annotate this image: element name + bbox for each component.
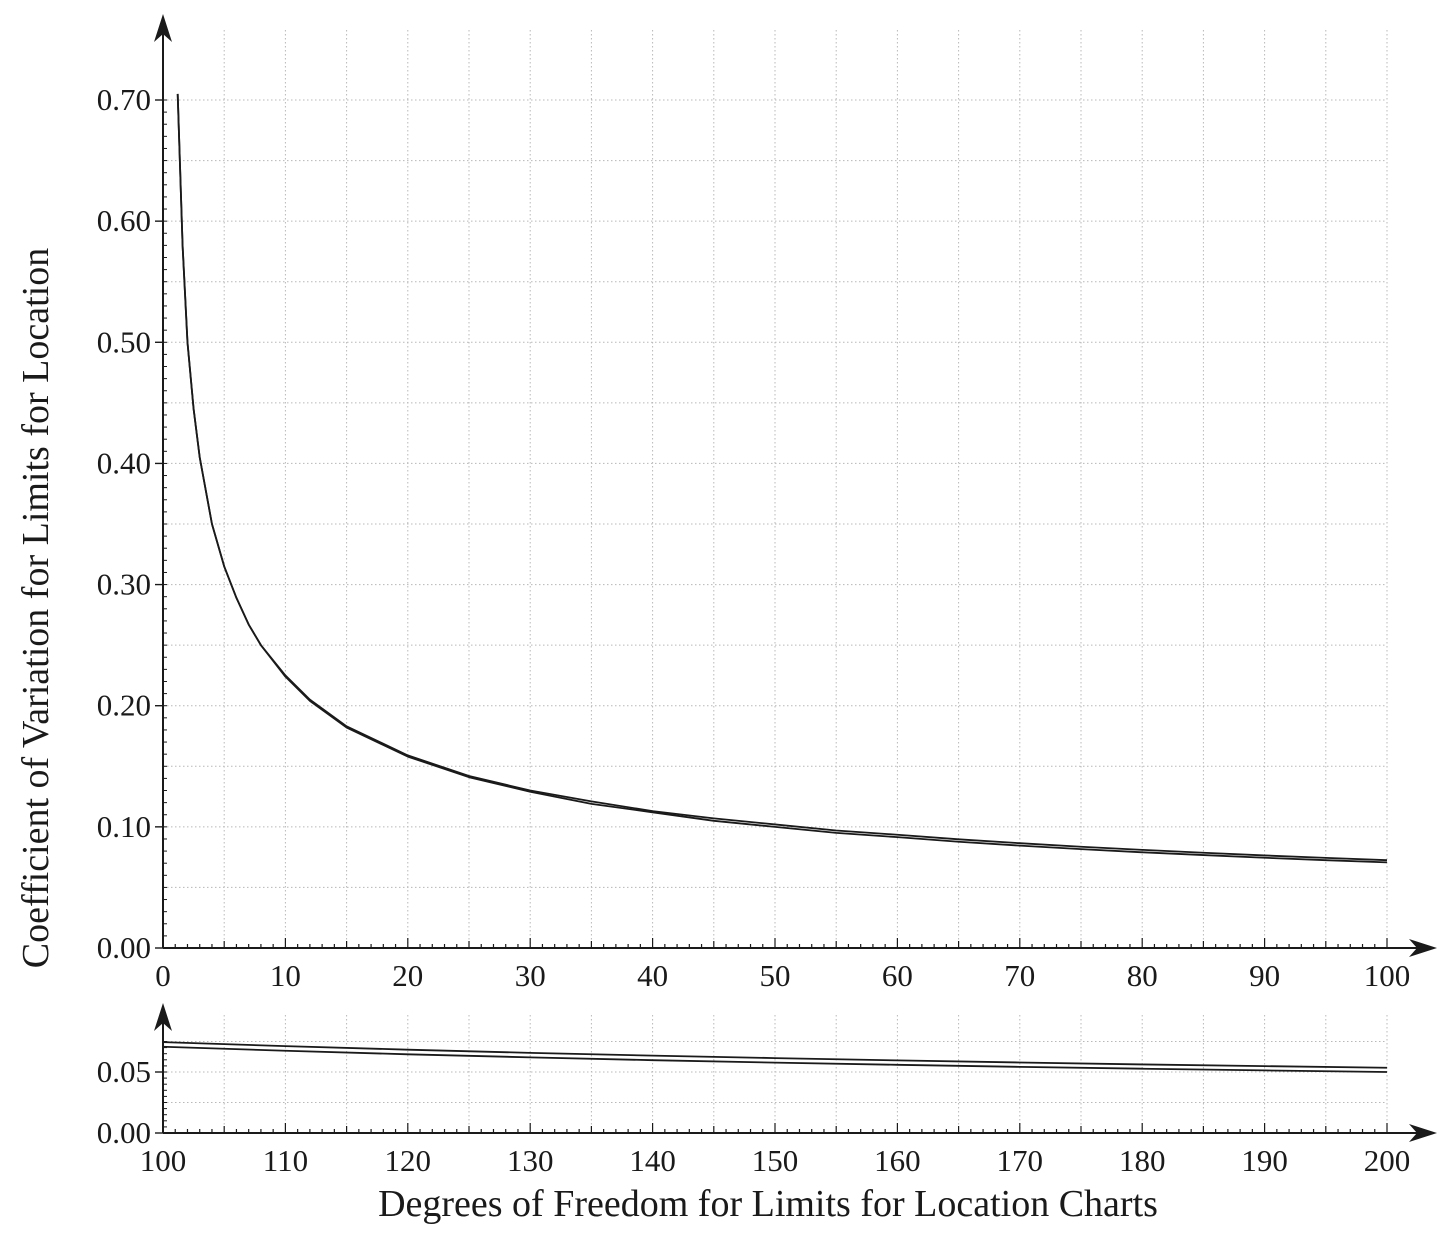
upper-panel-grid xyxy=(163,30,1388,948)
lower-panel-grid xyxy=(163,1015,1388,1133)
tick-labels: 0 10 20 30 40 50 60 70 80 90 1000.000.100.200.300.… xyxy=(97,82,1411,1178)
upper-x-tick-label: 50 xyxy=(760,958,791,993)
lower-x-axis-arrow xyxy=(1409,1124,1437,1142)
upper-x-tick-label: 80 xyxy=(1127,958,1158,993)
lower-x-tick-label: 180 xyxy=(1119,1143,1166,1178)
upper-series-line-2 xyxy=(176,93,1388,862)
lower-x-tick-label: 110 xyxy=(263,1143,308,1178)
lower-series-line-2 xyxy=(162,1041,1388,1069)
lower-y-tick-label: 0.05 xyxy=(97,1054,151,1089)
lower-panel-series xyxy=(162,1041,1388,1073)
lower-y-axis-arrow xyxy=(154,1003,172,1031)
upper-y-tick-label: 0.20 xyxy=(97,688,151,723)
upper-x-tick-label: 100 xyxy=(1364,958,1411,993)
upper-y-tick-label: 0.50 xyxy=(97,324,151,359)
upper-y-tick-label: 0.10 xyxy=(97,809,151,844)
lower-x-tick-label: 140 xyxy=(629,1143,676,1178)
upper-x-tick-label: 10 xyxy=(270,958,301,993)
upper-panel-series xyxy=(176,93,1388,864)
lower-x-tick-label: 200 xyxy=(1364,1143,1411,1178)
upper-x-tick-label: 20 xyxy=(392,958,423,993)
upper-y-axis-arrow xyxy=(154,14,172,42)
upper-y-tick-label: 0.30 xyxy=(97,567,151,602)
lower-series-line-1 xyxy=(162,1045,1388,1073)
axes xyxy=(154,14,1437,1142)
upper-series-line-1 xyxy=(176,93,1388,864)
upper-y-tick-label: 0.60 xyxy=(97,203,151,238)
upper-x-tick-label: 40 xyxy=(637,958,668,993)
lower-y-tick-label: 0.00 xyxy=(97,1115,151,1150)
upper-x-axis-arrow xyxy=(1409,939,1437,957)
lower-x-tick-label: 130 xyxy=(507,1143,554,1178)
upper-y-tick-label: 0.40 xyxy=(97,445,151,480)
upper-x-tick-label: 30 xyxy=(515,958,546,993)
lower-x-tick-label: 170 xyxy=(997,1143,1044,1178)
upper-x-tick-label: 70 xyxy=(1004,958,1035,993)
upper-y-tick-label: 0.00 xyxy=(97,930,151,965)
lower-x-tick-label: 100 xyxy=(140,1143,187,1178)
upper-x-tick-label: 0 xyxy=(155,958,171,993)
upper-x-tick-label: 60 xyxy=(882,958,913,993)
lower-x-tick-label: 150 xyxy=(752,1143,799,1178)
lower-x-tick-label: 190 xyxy=(1241,1143,1288,1178)
y-axis-label: Coefficient of Variation for Limits for … xyxy=(15,248,57,968)
lower-x-tick-label: 160 xyxy=(874,1143,921,1178)
upper-x-tick-label: 90 xyxy=(1249,958,1280,993)
upper-y-tick-label: 0.70 xyxy=(97,82,151,117)
lower-x-tick-label: 120 xyxy=(385,1143,432,1178)
x-axis-label: Degrees of Freedom for Limits for Locati… xyxy=(378,1183,1158,1225)
